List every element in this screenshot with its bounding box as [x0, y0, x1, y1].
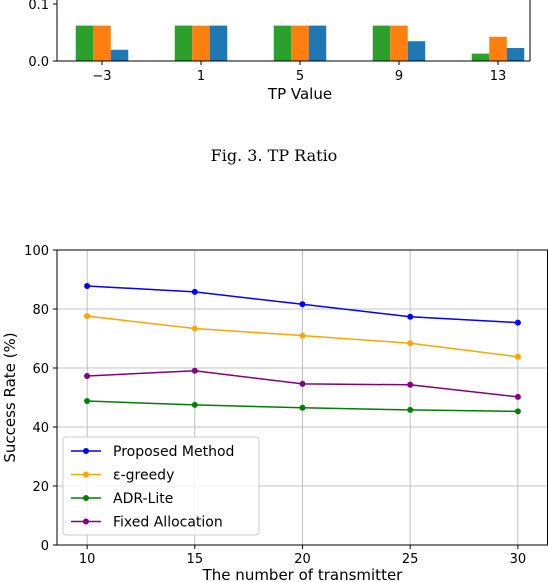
y-tick-label: 100 — [24, 244, 49, 259]
x-tick-label: 5 — [296, 69, 304, 84]
legend-marker — [83, 518, 89, 525]
bar-series-1 — [471, 53, 490, 62]
bar-series-3 — [209, 25, 228, 62]
data-point — [84, 373, 91, 379]
figure-caption: Fig. 3. TP Ratio — [211, 146, 338, 165]
data-point — [191, 401, 198, 408]
data-point — [191, 325, 198, 332]
y-tick-label: 60 — [32, 362, 49, 377]
data-point — [191, 288, 198, 295]
bar-series-1 — [174, 25, 193, 62]
bar-series-2 — [390, 25, 408, 62]
data-point — [299, 301, 306, 308]
data-point — [514, 353, 521, 360]
data-point — [191, 367, 198, 374]
bar-series-2 — [489, 36, 507, 61]
y-tick-label: 0.1 — [28, 0, 49, 13]
x-tick-label: 30 — [510, 552, 527, 567]
legend-marker — [83, 471, 89, 478]
data-point — [407, 381, 414, 388]
data-point — [84, 283, 91, 289]
legend-label: Fixed Allocation — [113, 515, 223, 531]
x-tick-label: −3 — [92, 69, 111, 84]
bar-series-1 — [273, 25, 292, 62]
data-point — [514, 408, 521, 415]
data-point — [514, 393, 521, 400]
x-axis-label: TP Value — [267, 85, 332, 103]
bar-series-1 — [75, 25, 94, 62]
data-point — [299, 404, 306, 411]
x-tick-label: 15 — [187, 552, 204, 567]
x-axis-label: The number of transmitter — [202, 566, 404, 582]
legend-label: ADR-Lite — [113, 491, 173, 507]
x-tick-label: 1 — [197, 69, 205, 84]
x-tick-label: 20 — [294, 552, 311, 567]
tp-ratio-chart: 0.1 0.0 −3 1 5 9 13 TP Value Fig. 3. TP Ratio — [28, 0, 531, 165]
bar-series-2 — [192, 25, 210, 62]
data-point — [514, 319, 521, 326]
data-point — [407, 340, 414, 347]
y-tick-label: 0 — [41, 539, 49, 554]
bar-series-3 — [110, 49, 129, 61]
legend-marker — [83, 448, 89, 454]
data-point — [407, 406, 414, 413]
success-rate-chart: 0 20 40 60 80 100 10 15 20 25 30 The number of tran… — [1, 244, 548, 582]
legend: Proposed Method ε-greedy ADR-Lite Fixed All… — [62, 436, 260, 536]
y-tick-label: 80 — [32, 303, 49, 318]
y-axis-label: Success Rate (%) — [1, 332, 19, 462]
y-tick-label: 20 — [32, 480, 49, 495]
x-tick-label: 25 — [402, 552, 419, 567]
data-point — [299, 332, 306, 339]
x-tick-label: 13 — [490, 69, 507, 84]
legend-label: ε-greedy — [113, 468, 174, 484]
bar-series-1 — [372, 25, 391, 62]
bar-series-3 — [407, 41, 426, 61]
y-tick-label: 0.0 — [28, 55, 49, 70]
bar-series-2 — [291, 25, 309, 62]
bar-series-2 — [93, 25, 111, 62]
bar-series-3 — [506, 48, 525, 61]
data-point — [299, 380, 306, 387]
bar-series-3 — [308, 25, 327, 62]
data-point — [84, 313, 91, 320]
legend-box — [62, 436, 260, 536]
data-point — [84, 398, 91, 404]
legend-marker — [83, 495, 89, 501]
y-tick-label: 40 — [32, 421, 49, 436]
legend-label: Proposed Method — [113, 444, 234, 460]
x-tick-label: 10 — [79, 552, 96, 567]
data-point — [407, 313, 414, 320]
x-tick-label: 9 — [395, 69, 403, 84]
